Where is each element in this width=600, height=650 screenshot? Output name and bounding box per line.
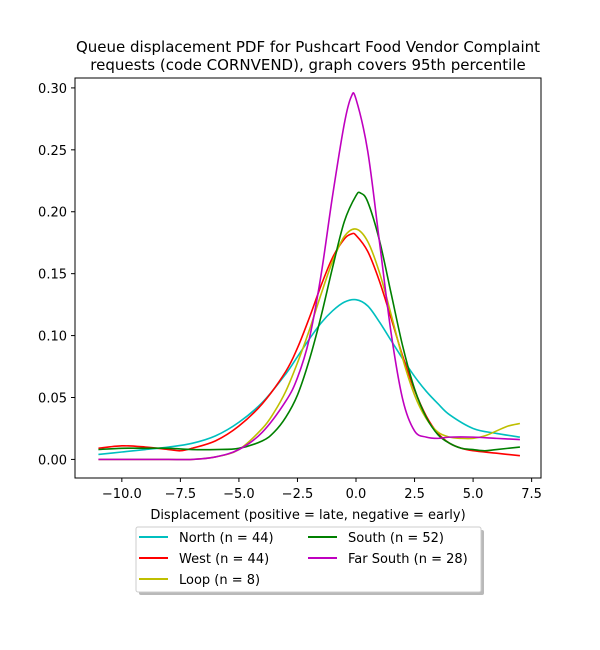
plot-area (74, 77, 542, 479)
x-axis-ticks: −10.0 −7.5 −5.0 −2.5 0.0 2.5 5.0 7.5 (102, 478, 542, 502)
legend-label-3: South (n = 52) (348, 531, 444, 546)
legend-frame (135, 526, 482, 593)
legend-label-4: Far South (n = 28) (348, 552, 468, 567)
x-tick-label: 0.0 (346, 487, 367, 502)
series-line-3 (98, 191, 521, 452)
chart-title-line-1: Queue displacement PDF for Pushcart Food… (76, 38, 540, 56)
x-tick-label: 7.5 (521, 487, 542, 502)
y-axis-ticks: 0.00 0.05 0.10 0.15 0.20 0.25 0.30 (38, 82, 75, 468)
y-tick-label: 0.15 (38, 268, 67, 283)
x-tick-label: 2.5 (404, 487, 425, 502)
series-line-0 (98, 298, 521, 456)
y-tick-label: 0.10 (38, 330, 67, 345)
legend-label-0: North (n = 44) (179, 531, 274, 546)
y-tick-label: 0.30 (38, 82, 67, 97)
x-tick-label: 5.0 (463, 487, 484, 502)
series-line-4 (98, 92, 520, 461)
y-tick-label: 0.00 (38, 453, 67, 468)
y-tick-label: 0.25 (38, 144, 67, 159)
legend-label-1: West (n = 44) (179, 552, 269, 567)
axes-frame (74, 77, 542, 479)
legend-label-2: Loop (n = 8) (179, 573, 260, 588)
x-axis-label: Displacement (positive = late, negative … (150, 508, 465, 523)
chart-title-line-2: requests (code CORNVEND), graph covers 9… (90, 56, 525, 74)
x-tick-label: −2.5 (282, 487, 314, 502)
x-tick-label: −10.0 (102, 487, 142, 502)
legend: North (n = 44) West (n = 44) Loop (n = 8) S… (135, 526, 484, 595)
x-tick-label: −7.5 (165, 487, 197, 502)
x-tick-label: −5.0 (223, 487, 255, 502)
y-tick-label: 0.05 (38, 392, 67, 407)
y-tick-label: 0.20 (38, 206, 67, 221)
